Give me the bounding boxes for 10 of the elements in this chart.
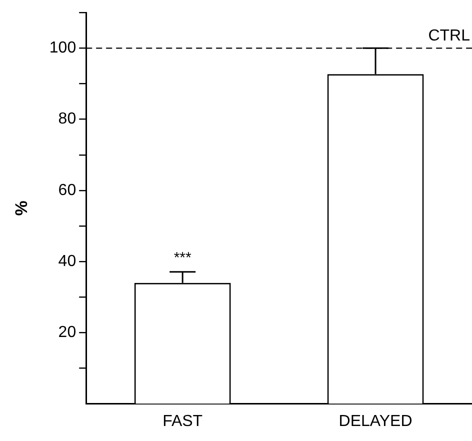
y-axis-title: %	[12, 200, 31, 216]
y-tick-label: 40	[58, 252, 76, 270]
x-tick-label: FAST	[162, 412, 203, 430]
y-tick-label: 20	[58, 324, 76, 342]
y-tick-label: 100	[49, 40, 76, 57]
y-tick-label: 60	[58, 182, 76, 199]
x-tick-label: DELAYED	[338, 412, 412, 430]
y-tick-label: 80	[58, 110, 76, 128]
annotation: ***	[174, 250, 192, 266]
ref-line-label: CTRL	[428, 28, 470, 45]
